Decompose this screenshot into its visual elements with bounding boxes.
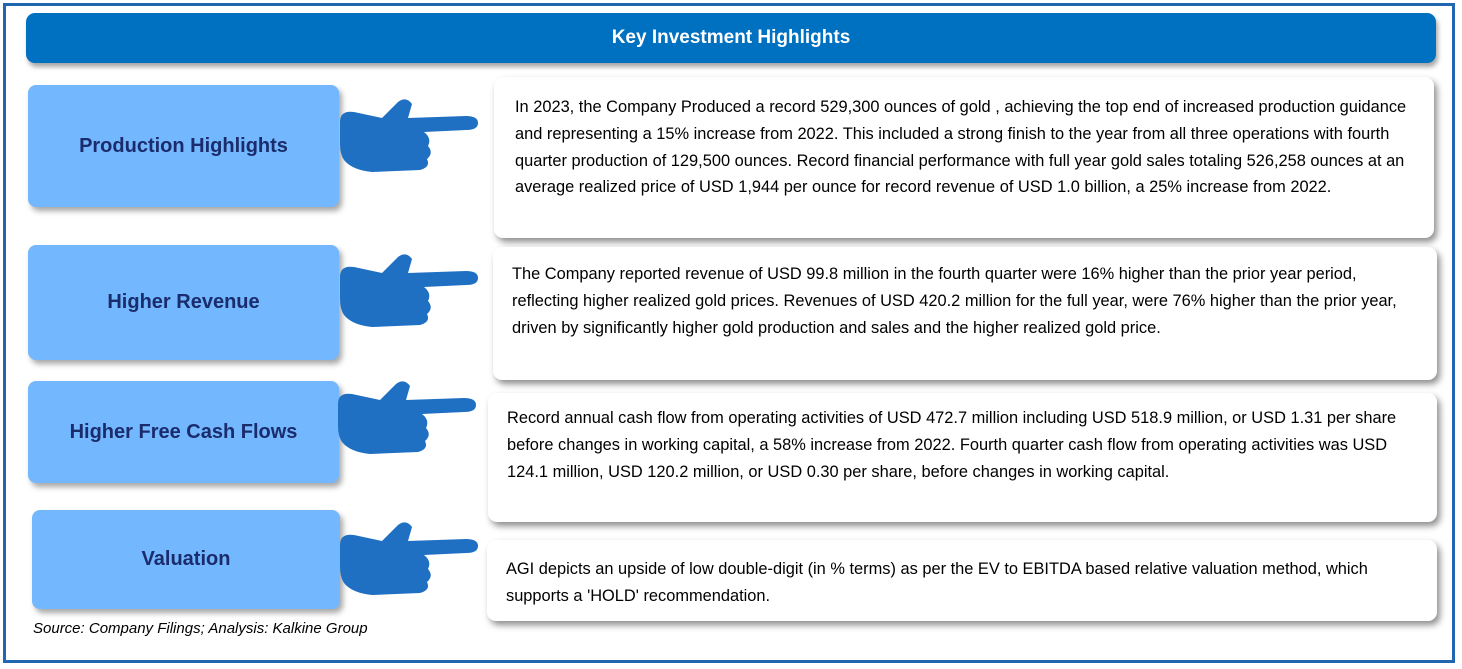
label-text: Higher Revenue (107, 291, 260, 313)
revenue-text: The Company reported revenue of USD 99.8… (512, 265, 1397, 337)
pointing-hand-icon (340, 254, 478, 327)
source-note: Source: Company Filings; Analysis: Kalki… (33, 620, 368, 637)
text-box-revenue: The Company reported revenue of USD 99.8… (493, 247, 1437, 380)
header-bar: Key Investment Highlights (26, 13, 1436, 63)
cash-flows-text: Record annual cash flow from operating a… (507, 409, 1397, 481)
label-valuation: Valuation (32, 510, 340, 609)
pointing-hand-icon (340, 522, 478, 595)
label-higher-free-cash-flows: Higher Free Cash Flows (28, 381, 339, 483)
label-text: Higher Free Cash Flows (69, 420, 298, 443)
production-text: In 2023, the Company Produced a record 5… (515, 98, 1407, 197)
pointing-hand-icon (340, 99, 478, 172)
label-text: Production Highlights (79, 134, 288, 157)
page-title: Key Investment Highlights (611, 27, 851, 48)
label-production-highlights: Production Highlights (28, 85, 339, 207)
text-box-production: In 2023, the Company Produced a record 5… (494, 77, 1434, 238)
valuation-text: AGI depicts an upside of low double-digi… (506, 560, 1368, 605)
pointing-hand-icon (338, 381, 476, 454)
label-higher-revenue: Higher Revenue (28, 245, 339, 360)
label-text: Valuation (141, 548, 231, 570)
text-box-cash-flows: Record annual cash flow from operating a… (488, 393, 1437, 522)
text-box-valuation: AGI depicts an upside of low double-digi… (487, 540, 1437, 621)
